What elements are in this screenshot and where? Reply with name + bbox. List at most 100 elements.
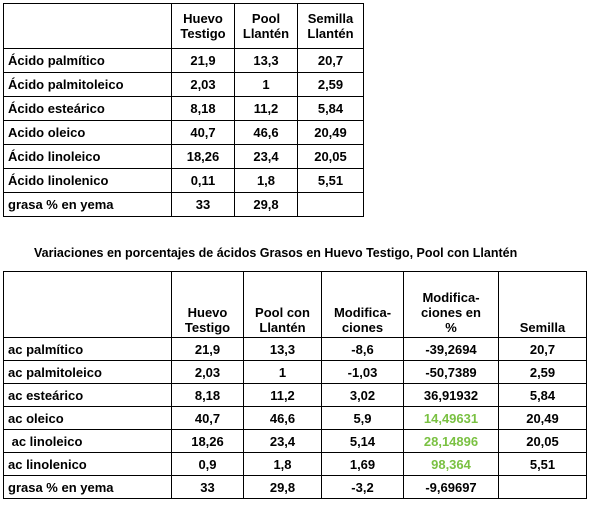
fatty-acids-cell: 29,8	[234, 192, 298, 217]
variations-cell: 13,3	[243, 337, 322, 361]
variations-table-body: Huevo Testigo Pool con Llantén Modifica- c…	[3, 271, 587, 499]
variations-row: ac palmitoleico 2,03 1 -1,03 -50,7389 2,59	[3, 360, 587, 384]
variations-cell: 8,18	[171, 383, 244, 407]
variations-row-label: ac palmítico	[3, 337, 172, 361]
variations-header-cell	[3, 271, 172, 338]
fatty-acids-header-cell: Pool Llantén	[234, 3, 298, 49]
variations-cell	[498, 475, 587, 499]
fatty-acids-cell: 33	[171, 192, 235, 217]
variations-cell: 28,14896	[403, 429, 499, 453]
variations-cell: 40,7	[171, 406, 244, 430]
variations-row-label: ac linoleico	[3, 429, 172, 453]
fatty-acids-row: Ácido palmítico 21,9 13,3 20,7	[3, 48, 364, 73]
fatty-acids-cell: 46,6	[234, 120, 298, 145]
variations-table-title: Variaciones en porcentajes de ácidos Gra…	[34, 246, 518, 260]
variations-row-label: ac linolenico	[3, 452, 172, 476]
variations-table: Huevo Testigo Pool con Llantén Modifica- c…	[3, 271, 587, 499]
fatty-acids-cell: 11,2	[234, 96, 298, 121]
variations-cell: 18,26	[171, 429, 244, 453]
variations-cell: 5,9	[321, 406, 404, 430]
variations-cell: 46,6	[243, 406, 322, 430]
variations-header-row: Huevo Testigo Pool con Llantén Modifica- c…	[3, 271, 587, 338]
fatty-acids-cell: 40,7	[171, 120, 235, 145]
fatty-acids-row: Ácido linoleico 18,26 23,4 20,05	[3, 144, 364, 169]
fatty-acids-cell: 1,8	[234, 168, 298, 193]
variations-row-label: grasa % en yema	[3, 475, 172, 499]
fatty-acids-row-label: Ácido esteárico	[3, 96, 172, 121]
fatty-acids-cell: 23,4	[234, 144, 298, 169]
variations-cell: 1	[243, 360, 322, 384]
variations-cell: 5,84	[498, 383, 587, 407]
fatty-acids-row: Acido oleico 40,7 46,6 20,49	[3, 120, 364, 145]
variations-cell: 5,51	[498, 452, 587, 476]
variations-cell: 20,7	[498, 337, 587, 361]
fatty-acids-header-cell	[3, 3, 172, 49]
variations-cell: 1,8	[243, 452, 322, 476]
fatty-acids-cell: 20,7	[297, 48, 364, 73]
fatty-acids-cell: 0,11	[171, 168, 235, 193]
variations-row: ac palmítico 21,9 13,3 -8,6 -39,2694 20,7	[3, 337, 587, 361]
fatty-acids-cell: 8,18	[171, 96, 235, 121]
variations-cell: -1,03	[321, 360, 404, 384]
variations-row: grasa % en yema 33 29,8 -3,2 -9,69697	[3, 475, 587, 499]
variations-row-label: ac oleico	[3, 406, 172, 430]
variations-cell: 98,364	[403, 452, 499, 476]
variations-cell: 21,9	[171, 337, 244, 361]
fatty-acids-header-cell: Semilla Llantén	[297, 3, 364, 49]
fatty-acids-cell: 2,03	[171, 72, 235, 97]
variations-cell: 29,8	[243, 475, 322, 499]
variations-row-label: ac esteárico	[3, 383, 172, 407]
fatty-acids-header-row: Huevo Testigo Pool Llantén Semilla Llantén	[3, 3, 364, 49]
variations-cell: 1,69	[321, 452, 404, 476]
variations-row: ac esteárico 8,18 11,2 3,02 36,91932 5,84	[3, 383, 587, 407]
fatty-acids-cell: 20,49	[297, 120, 364, 145]
fatty-acids-cell: 5,51	[297, 168, 364, 193]
variations-row-label: ac palmitoleico	[3, 360, 172, 384]
fatty-acids-row-label: grasa % en yema	[3, 192, 172, 217]
fatty-acids-row: Ácido esteárico 8,18 11,2 5,84	[3, 96, 364, 121]
fatty-acids-row-label: Ácido palmitoleico	[3, 72, 172, 97]
variations-row: ac linoleico 18,26 23,4 5,14 28,14896 20,05	[3, 429, 587, 453]
fatty-acids-row: grasa % en yema 33 29,8	[3, 192, 364, 217]
fatty-acids-cell: 2,59	[297, 72, 364, 97]
fatty-acids-cell: 1	[234, 72, 298, 97]
fatty-acids-cell: 13,3	[234, 48, 298, 73]
variations-header-cell: Huevo Testigo	[171, 271, 244, 338]
variations-cell: 23,4	[243, 429, 322, 453]
fatty-acids-row: Ácido palmitoleico 2,03 1 2,59	[3, 72, 364, 97]
variations-header-cell: Modifica- ciones	[321, 271, 404, 338]
fatty-acids-cell: 20,05	[297, 144, 364, 169]
fatty-acids-cell: 5,84	[297, 96, 364, 121]
variations-cell: 11,2	[243, 383, 322, 407]
variations-cell: 20,05	[498, 429, 587, 453]
variations-cell: -9,69697	[403, 475, 499, 499]
variations-cell: -50,7389	[403, 360, 499, 384]
variations-cell: 2,03	[171, 360, 244, 384]
variations-cell: -3,2	[321, 475, 404, 499]
fatty-acids-row-label: Acido oleico	[3, 120, 172, 145]
variations-cell: -8,6	[321, 337, 404, 361]
variations-cell: 14,49631	[403, 406, 499, 430]
fatty-acids-row-label: Ácido linoleico	[3, 144, 172, 169]
fatty-acids-row: Ácido linolenico 0,11 1,8 5,51	[3, 168, 364, 193]
fatty-acids-header-cell: Huevo Testigo	[171, 3, 235, 49]
variations-cell: 0,9	[171, 452, 244, 476]
variations-cell: 5,14	[321, 429, 404, 453]
variations-header-cell: Semilla	[498, 271, 587, 338]
fatty-acids-cell	[297, 192, 364, 217]
fatty-acids-table-body: Huevo Testigo Pool Llantén Semilla Llantén…	[3, 3, 364, 217]
fatty-acids-cell: 18,26	[171, 144, 235, 169]
variations-row: ac oleico 40,7 46,6 5,9 14,49631 20,49	[3, 406, 587, 430]
variations-cell: -39,2694	[403, 337, 499, 361]
variations-cell: 2,59	[498, 360, 587, 384]
fatty-acids-row-label: Ácido linolenico	[3, 168, 172, 193]
variations-header-cell: Modifica- ciones en %	[403, 271, 499, 338]
fatty-acids-row-label: Ácido palmítico	[3, 48, 172, 73]
variations-header-cell: Pool con Llantén	[243, 271, 322, 338]
fatty-acids-table: Huevo Testigo Pool Llantén Semilla Llantén…	[3, 3, 364, 217]
variations-row: ac linolenico 0,9 1,8 1,69 98,364 5,51	[3, 452, 587, 476]
variations-cell: 3,02	[321, 383, 404, 407]
variations-cell: 36,91932	[403, 383, 499, 407]
variations-cell: 33	[171, 475, 244, 499]
variations-cell: 20,49	[498, 406, 587, 430]
